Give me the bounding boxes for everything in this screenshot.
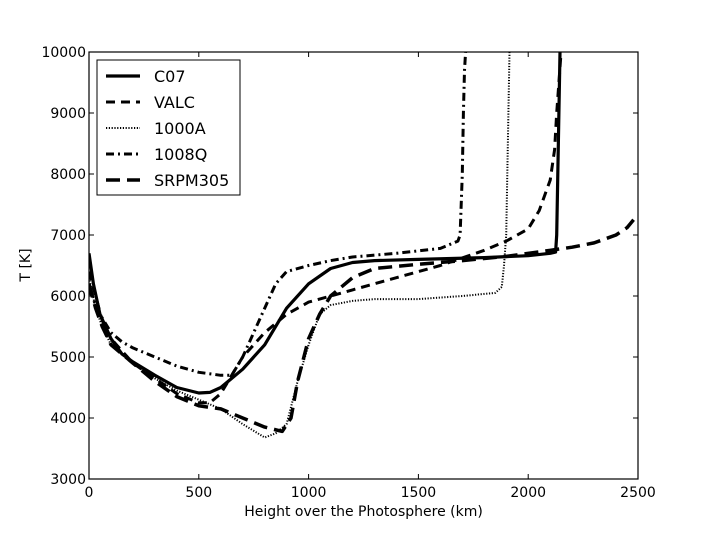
series-line-srpm305 xyxy=(89,218,635,434)
y-tick-label: 4000 xyxy=(50,411,86,427)
x-tick-label: 1500 xyxy=(401,485,437,501)
y-tick-label: 3000 xyxy=(50,472,86,488)
legend: C07 VALC 1000A 1008Q SRPM305 xyxy=(96,59,241,196)
x-tick-label: 0 xyxy=(85,485,94,501)
y-axis-label: T [K] xyxy=(18,248,34,282)
x-tick-label: 500 xyxy=(185,485,212,501)
y-tick-label: 7000 xyxy=(50,228,86,244)
y-tick-label: 9000 xyxy=(50,106,86,122)
y-tick-label: 8000 xyxy=(50,167,86,183)
y-tick-label: 5000 xyxy=(50,350,86,366)
series-line-1008q xyxy=(89,52,468,377)
legend-label: C07 xyxy=(154,67,186,86)
legend-label: 1000A xyxy=(154,119,206,138)
x-tick-label: 2000 xyxy=(510,485,546,501)
legend-items: C07 VALC 1000A 1008Q SRPM305 xyxy=(106,67,229,190)
ticks-layer: 0 500 1000 1500 2000 2500 3000 4000 5000 6000 7000… xyxy=(41,45,655,501)
legend-label: VALC xyxy=(154,93,195,112)
series-layer xyxy=(89,52,635,439)
legend-label: SRPM305 xyxy=(154,171,229,190)
x-tick-label: 2500 xyxy=(620,485,656,501)
y-tick-label: 6000 xyxy=(50,289,86,305)
y-tick-label: 10000 xyxy=(41,45,86,61)
x-tick-label: 1000 xyxy=(291,485,327,501)
legend-label: 1008Q xyxy=(154,145,207,164)
x-axis-label: Height over the Photosphere (km) xyxy=(244,504,483,520)
series-line-valc xyxy=(89,52,563,405)
